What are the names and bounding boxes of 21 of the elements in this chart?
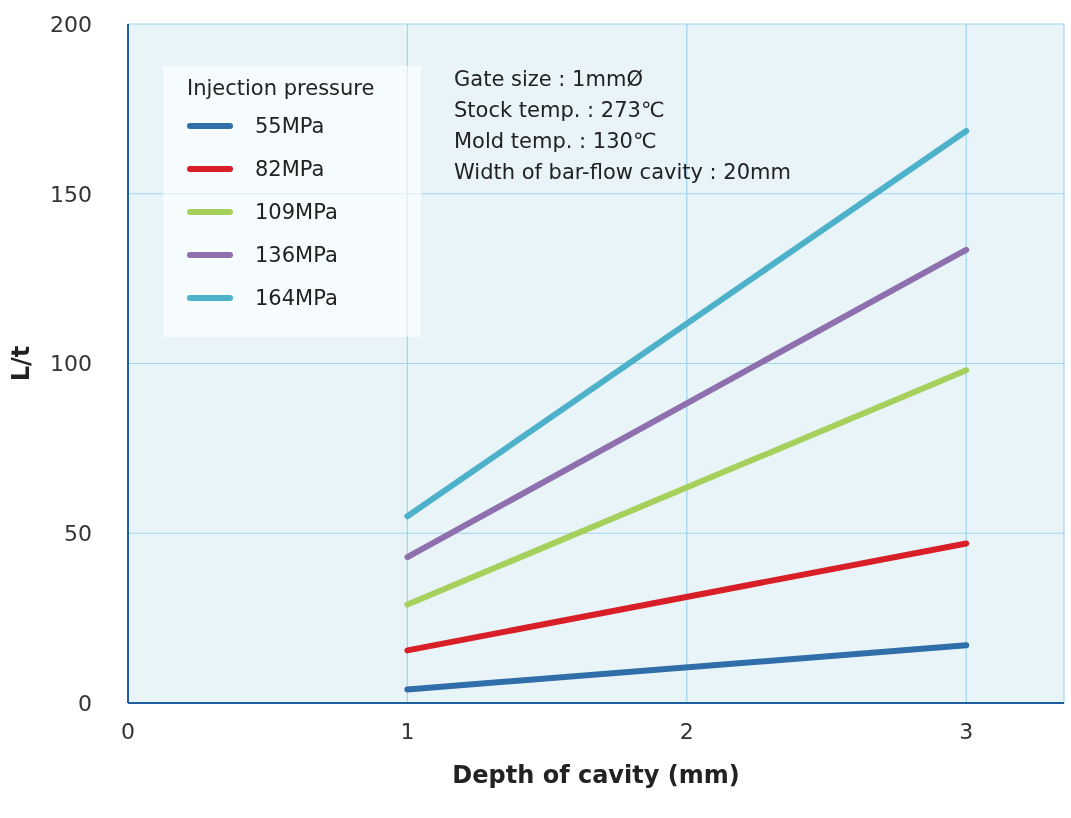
annotation: Gate size : 1mmØ [454, 66, 644, 93]
legend-label: 55MPa [255, 113, 325, 138]
legend-label: 164MPa [255, 285, 338, 310]
legend-label: 136MPa [255, 242, 338, 267]
annotation: Mold temp. : 130℃ [454, 128, 658, 155]
y-tick-label: 150 [50, 181, 92, 207]
y-axis-title: L/t [6, 345, 35, 382]
x-tick-label: 3 [959, 718, 974, 744]
legend-label: 82MPa [255, 156, 325, 181]
x-tick-label: 2 [679, 718, 694, 744]
annotation: Stock temp. : 273℃ [454, 97, 666, 124]
legend-label: 109MPa [255, 199, 338, 224]
annotation: Width of bar-flow cavity : 20mm [454, 159, 791, 186]
y-tick-label: 200 [50, 11, 92, 37]
x-axis-title: Depth of cavity (mm) [452, 761, 740, 789]
y-tick-label: 50 [64, 521, 92, 547]
y-tick-label: 100 [50, 351, 92, 377]
legend-title: Injection pressure [187, 76, 376, 100]
y-tick-label: 0 [78, 690, 92, 716]
x-tick-label: 0 [121, 718, 135, 744]
x-tick-label: 1 [400, 718, 415, 744]
